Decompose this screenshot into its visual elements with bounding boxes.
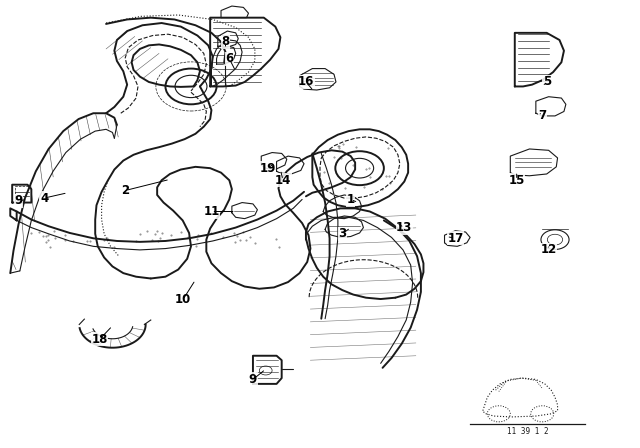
Text: 17: 17 (447, 232, 463, 245)
Text: 4: 4 (40, 192, 48, 205)
Text: 9: 9 (249, 373, 257, 386)
Text: 19: 19 (259, 162, 276, 175)
Text: 8: 8 (221, 35, 230, 48)
Text: 5: 5 (543, 75, 551, 88)
Text: 16: 16 (298, 75, 314, 88)
Text: 14: 14 (275, 174, 291, 187)
Text: 6: 6 (225, 52, 234, 65)
Text: 3: 3 (339, 227, 346, 240)
Text: 9: 9 (15, 194, 22, 207)
Text: 13: 13 (396, 221, 412, 234)
Text: 11: 11 (204, 205, 220, 218)
Text: 2: 2 (121, 184, 129, 197)
Text: 15: 15 (509, 174, 525, 187)
Text: 10: 10 (175, 293, 191, 306)
Text: 11 39 1 2: 11 39 1 2 (507, 427, 548, 436)
Text: 7: 7 (538, 109, 547, 122)
Text: 12: 12 (541, 243, 557, 256)
Text: 18: 18 (92, 333, 108, 346)
Text: 1: 1 (347, 193, 355, 206)
